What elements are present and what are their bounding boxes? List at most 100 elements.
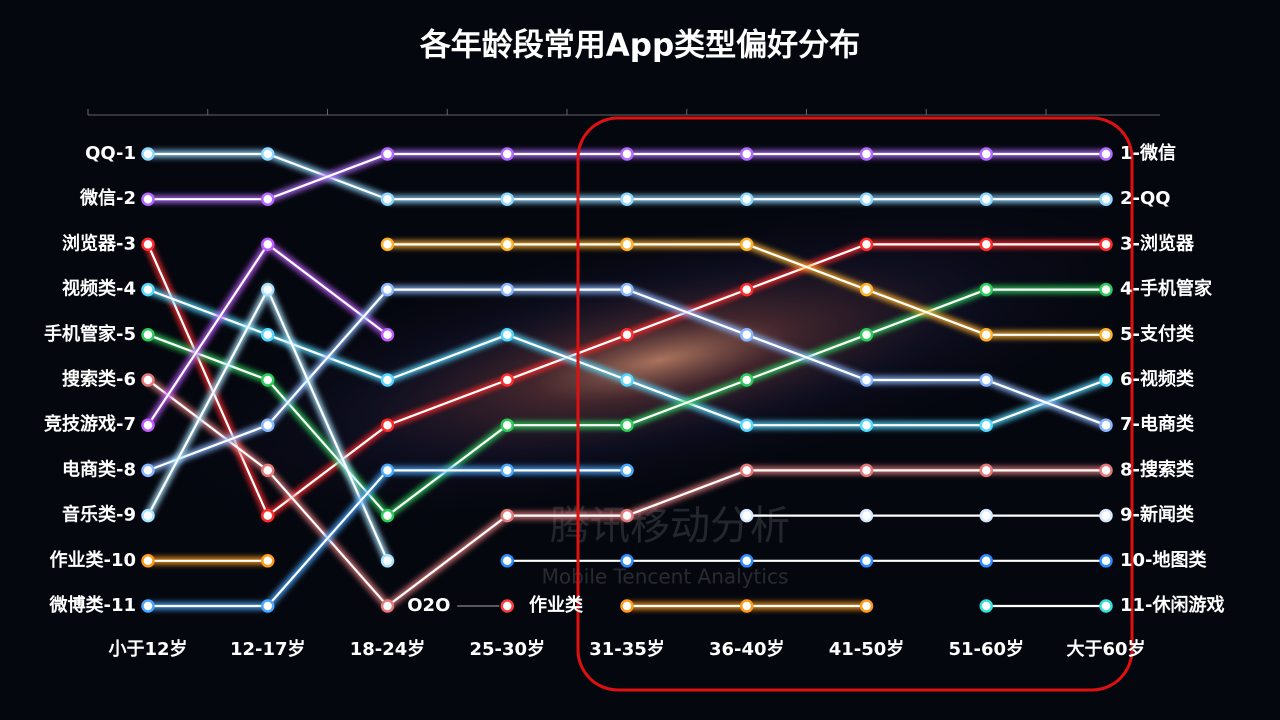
dot <box>141 373 155 387</box>
x-tick-label: 51-60岁 <box>948 638 1024 660</box>
dot <box>380 147 395 161</box>
dot <box>261 418 275 432</box>
dot <box>141 147 155 161</box>
dot <box>979 418 993 432</box>
x-tick-label: 25-30岁 <box>469 638 545 660</box>
dot <box>141 418 155 432</box>
x-tick-label: 小于12岁 <box>108 638 187 660</box>
right-label: 7-电商类 <box>1120 413 1195 435</box>
dot <box>740 328 754 342</box>
dot <box>740 282 754 297</box>
dot <box>979 554 993 568</box>
chart-title: 各年龄段常用App类型偏好分布 <box>419 28 860 64</box>
dot <box>740 508 754 523</box>
right-label: 4-手机管家 <box>1120 278 1213 300</box>
highlight-box <box>576 116 1134 692</box>
dot <box>620 237 634 252</box>
dot <box>1099 328 1113 342</box>
dot <box>380 192 395 206</box>
dot <box>380 554 395 568</box>
left-label: 手机管家-5 <box>44 323 136 345</box>
left-label: 电商类-8 <box>62 458 136 480</box>
dot <box>500 463 514 478</box>
dot <box>1099 237 1113 252</box>
dot <box>261 237 275 252</box>
dot <box>620 373 634 387</box>
x-tick-label: 41-50岁 <box>829 638 905 660</box>
dot <box>979 328 993 342</box>
dot <box>979 192 993 206</box>
right-label: 9-新闻类 <box>1120 504 1195 526</box>
x-tick-label: 12-17岁 <box>230 638 306 660</box>
dot <box>380 282 395 297</box>
dot <box>141 554 155 568</box>
dot <box>979 282 993 297</box>
dot <box>859 192 874 206</box>
left-label: 微信-2 <box>79 187 136 209</box>
watermark: Mobile Tencent Analytics <box>542 565 789 589</box>
x-tick-label: 18-24岁 <box>350 638 426 660</box>
inline-label: O2O <box>407 595 450 616</box>
inline-label: 作业类 <box>529 594 584 616</box>
dot <box>141 463 155 478</box>
dot <box>1099 463 1113 478</box>
dot <box>1099 554 1113 568</box>
dot <box>261 508 275 523</box>
dot <box>261 373 275 387</box>
left-label: 视频类-4 <box>62 278 136 300</box>
dot <box>380 599 395 613</box>
dot <box>979 508 993 523</box>
dot <box>1099 373 1113 387</box>
dot <box>380 328 395 342</box>
dot <box>859 328 874 342</box>
dot <box>500 508 514 523</box>
dot <box>859 373 874 387</box>
dot <box>141 237 155 252</box>
right-label: 1-微信 <box>1120 142 1176 164</box>
left-label: QQ-1 <box>85 143 136 164</box>
dot <box>1099 508 1113 523</box>
dot <box>859 463 874 478</box>
dot <box>740 599 754 613</box>
right-label: 2-QQ <box>1120 188 1171 209</box>
dot <box>261 554 275 568</box>
dot <box>380 237 395 252</box>
dot <box>261 599 275 613</box>
dot <box>261 463 275 478</box>
dot <box>859 554 874 568</box>
dot <box>740 373 754 387</box>
right-label: 5-支付类 <box>1120 323 1195 345</box>
dot <box>620 328 634 342</box>
dot <box>620 418 634 432</box>
right-label: 10-地图类 <box>1120 549 1208 571</box>
dot <box>380 463 395 478</box>
dot <box>261 147 275 161</box>
dot <box>261 192 275 206</box>
dot <box>1099 599 1113 613</box>
dot <box>500 554 514 568</box>
dot <box>620 463 634 478</box>
dot <box>500 147 514 161</box>
left-label: 音乐类-9 <box>62 504 136 526</box>
dot <box>979 463 993 478</box>
dot <box>380 373 395 387</box>
dot <box>979 599 993 613</box>
left-label: 搜索类-6 <box>62 368 136 390</box>
dot <box>380 418 395 432</box>
dot <box>500 328 514 342</box>
dot <box>979 237 993 252</box>
left-label: 浏览器-3 <box>62 232 136 254</box>
watermark: 腾讯移动分析 <box>550 503 790 549</box>
dot <box>859 418 874 432</box>
right-label: 11-休闲游戏 <box>1120 594 1225 616</box>
dot <box>740 418 754 432</box>
dot <box>620 192 634 206</box>
dot <box>500 192 514 206</box>
dot <box>859 282 874 297</box>
dot <box>1099 418 1113 432</box>
dot <box>979 373 993 387</box>
x-tick-label: 大于60岁 <box>1066 638 1145 660</box>
dot <box>740 554 754 568</box>
